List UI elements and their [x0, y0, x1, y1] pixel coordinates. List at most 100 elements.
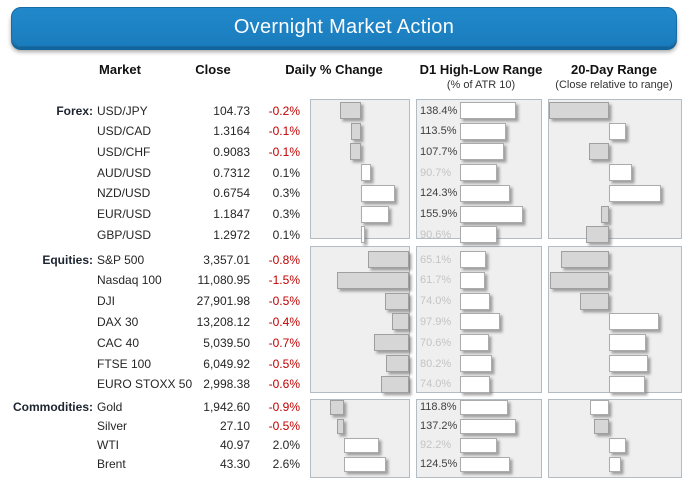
d1-range-bar	[460, 226, 497, 244]
range20-bar	[594, 418, 609, 434]
daily-change-value: 2.0%	[272, 438, 300, 452]
d1-range-label: 74.0%	[420, 378, 452, 391]
column-header-20day-range: 20-Day Range	[571, 62, 657, 77]
daily-change-bar	[344, 437, 379, 453]
range20-bar	[549, 102, 609, 119]
daily-change-value: 2.6%	[272, 457, 300, 471]
page-title: Overnight Market Action	[233, 15, 455, 38]
market-name: WTI	[97, 438, 119, 452]
close-value: 43.30	[219, 457, 250, 471]
daily-change-bar	[373, 334, 409, 352]
d1-range-label: 155.9%	[420, 208, 458, 220]
daily-change-value: -0.5%	[268, 356, 300, 371]
d1-range-label: 74.0%	[420, 295, 452, 308]
market-name: FTSE 100	[97, 356, 152, 371]
range20-bar	[609, 437, 626, 453]
d1-range-bar	[460, 313, 500, 331]
daily-change-value: 0.1%	[272, 227, 300, 242]
daily-change-value: -0.2%	[268, 103, 300, 118]
title-banner: Overnight Market Action	[11, 7, 677, 47]
d1-range-label: 124.5%	[420, 458, 458, 470]
column-header-daily-change: Daily % Change	[285, 62, 383, 77]
close-value: 1.2972	[213, 227, 250, 242]
daily-change-value: -0.9%	[268, 400, 300, 414]
column-header-market: Market	[99, 62, 141, 77]
d1-range-bar	[460, 271, 485, 289]
daily-change-bar	[386, 355, 409, 372]
range20-bar	[609, 334, 646, 352]
daily-change-value: -0.5%	[268, 419, 300, 433]
close-value: 11,080.95	[197, 273, 251, 288]
daily-change-bar	[340, 102, 361, 119]
column-header-d1-range: D1 High-Low Range	[419, 62, 543, 77]
column-header-close: Close	[195, 62, 231, 77]
daily-change-bar	[329, 399, 344, 415]
daily-change-bar	[350, 143, 361, 161]
daily-change-bar	[361, 205, 389, 223]
market-name: Gold	[97, 400, 123, 414]
d1-range-label: 118.8%	[420, 401, 457, 413]
daily-change-value: -1.5%	[268, 273, 300, 288]
daily-change-bar	[336, 271, 409, 289]
market-name: DJI	[97, 294, 115, 309]
group-label: Forex:	[56, 103, 93, 118]
range20-bar	[609, 313, 659, 331]
close-value: 6,049.92	[203, 356, 250, 371]
market-name: Nasdaq 100	[97, 273, 162, 288]
d1-range-bar	[460, 437, 498, 453]
close-value: 1.1847	[213, 207, 250, 221]
close-value: 27.10	[219, 419, 250, 433]
daily-change-bar	[361, 226, 366, 244]
range20-bar	[586, 226, 609, 244]
d1-range-label: 70.6%	[420, 336, 452, 349]
d1-range-label: 137.2%	[420, 420, 458, 432]
daily-change-value: 0.1%	[272, 165, 300, 180]
d1-range-label: 90.7%	[420, 166, 452, 179]
column-subheader-20day-range: (Close relative to range)	[555, 79, 673, 91]
daily-change-value: -0.7%	[268, 335, 300, 350]
range20-bar	[609, 375, 645, 393]
d1-range-bar	[460, 164, 497, 182]
daily-change-value: 0.3%	[272, 207, 300, 221]
market-name: USD/JPY	[97, 103, 148, 118]
market-name: USD/CHF	[97, 144, 151, 159]
daily-change-bar	[351, 122, 361, 140]
close-value: 104.73	[213, 103, 250, 118]
d1-range-bar	[460, 399, 509, 415]
close-value: 5,039.50	[203, 335, 250, 350]
d1-range-label: 80.2%	[420, 357, 452, 370]
d1-range-bar	[460, 418, 516, 434]
d1-range-label: 138.4%	[420, 104, 458, 117]
market-name: CAC 40	[97, 335, 140, 350]
d1-range-bar	[460, 143, 504, 161]
close-value: 0.6754	[213, 186, 250, 201]
d1-range-label: 113.5%	[420, 125, 457, 138]
range20-bar	[609, 355, 648, 372]
close-value: 3,357.01	[203, 252, 250, 267]
d1-range-label: 90.6%	[420, 228, 452, 241]
daily-change-bar	[380, 375, 409, 393]
d1-range-bar	[460, 292, 490, 310]
d1-range-bar	[460, 456, 511, 472]
market-name: S&P 500	[97, 252, 145, 267]
daily-change-value: -0.1%	[268, 124, 300, 139]
close-value: 0.9083	[213, 144, 250, 159]
daily-change-value: -0.5%	[268, 294, 300, 309]
daily-change-bar	[368, 251, 409, 268]
d1-range-bar	[460, 205, 524, 223]
market-name: EUR/USD	[97, 207, 152, 221]
market-name: USD/CAD	[97, 124, 152, 139]
d1-range-label: 65.1%	[420, 253, 452, 266]
daily-change-bar	[361, 164, 371, 182]
d1-range-bar	[460, 334, 489, 352]
daily-change-value: -0.6%	[268, 377, 300, 392]
panel-daily-forex	[310, 99, 410, 239]
range20-bar	[580, 292, 609, 310]
d1-range-label: 61.7%	[420, 274, 452, 287]
d1-range-bar	[460, 184, 511, 202]
close-value: 2,998.38	[203, 377, 250, 392]
market-name: NZD/USD	[97, 186, 151, 201]
d1-range-bar	[460, 102, 517, 119]
group-label: Equities:	[42, 252, 93, 267]
